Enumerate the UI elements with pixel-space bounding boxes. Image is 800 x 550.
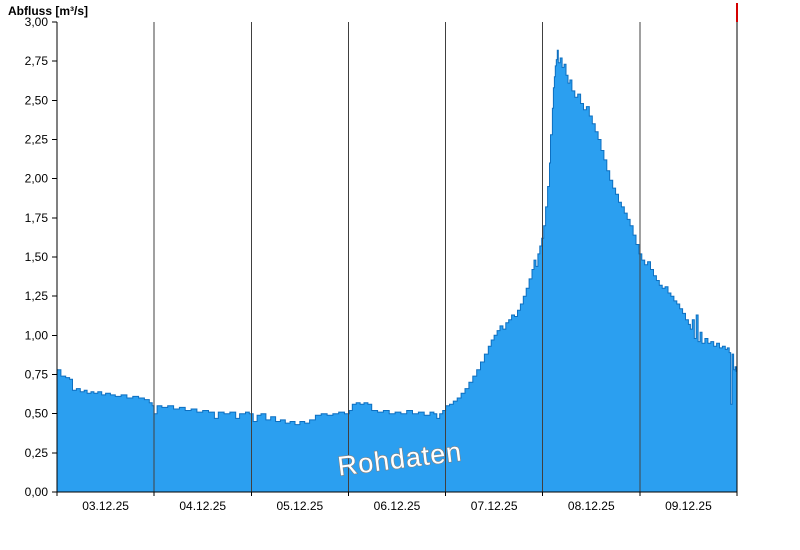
y-tick-label: 0,00 <box>25 485 49 499</box>
y-tick-label: 2,25 <box>25 133 49 147</box>
y-tick-label: 2,75 <box>25 54 49 68</box>
y-tick-label: 2,00 <box>25 172 49 186</box>
discharge-area-fill <box>57 50 737 492</box>
area-series <box>57 49 738 492</box>
x-tick-label: 09.12.25 <box>665 499 712 513</box>
y-tick-label: 1,00 <box>25 328 49 342</box>
x-tick-label: 03.12.25 <box>82 499 129 513</box>
y-tick-label: 2,50 <box>25 93 49 107</box>
axis-labels: 0,00 0,25 0,50 0,75 1,00 1,25 1,50 1,75 2,00 2,25… <box>25 15 738 513</box>
x-tick-label: 08.12.25 <box>568 499 615 513</box>
y-tick-label: 1,25 <box>25 289 49 303</box>
x-tick-label: 06.12.25 <box>374 499 421 513</box>
x-tick-label: 04.12.25 <box>179 499 226 513</box>
y-tick-label: 0,75 <box>25 368 49 382</box>
discharge-area-outline <box>57 49 738 426</box>
x-tick-label: 05.12.25 <box>276 499 323 513</box>
y-tick-label: 0,50 <box>25 407 49 421</box>
y-tick-label: 1,50 <box>25 250 49 264</box>
y-tick-label: 3,00 <box>25 15 49 29</box>
gridlines <box>153 22 641 492</box>
y-axis-title: Abfluss [m³/s] <box>8 4 89 18</box>
y-tick-label: 1,75 <box>25 211 49 225</box>
x-tick-label: 07.12.25 <box>471 499 518 513</box>
y-tick-label: 0,25 <box>25 446 49 460</box>
